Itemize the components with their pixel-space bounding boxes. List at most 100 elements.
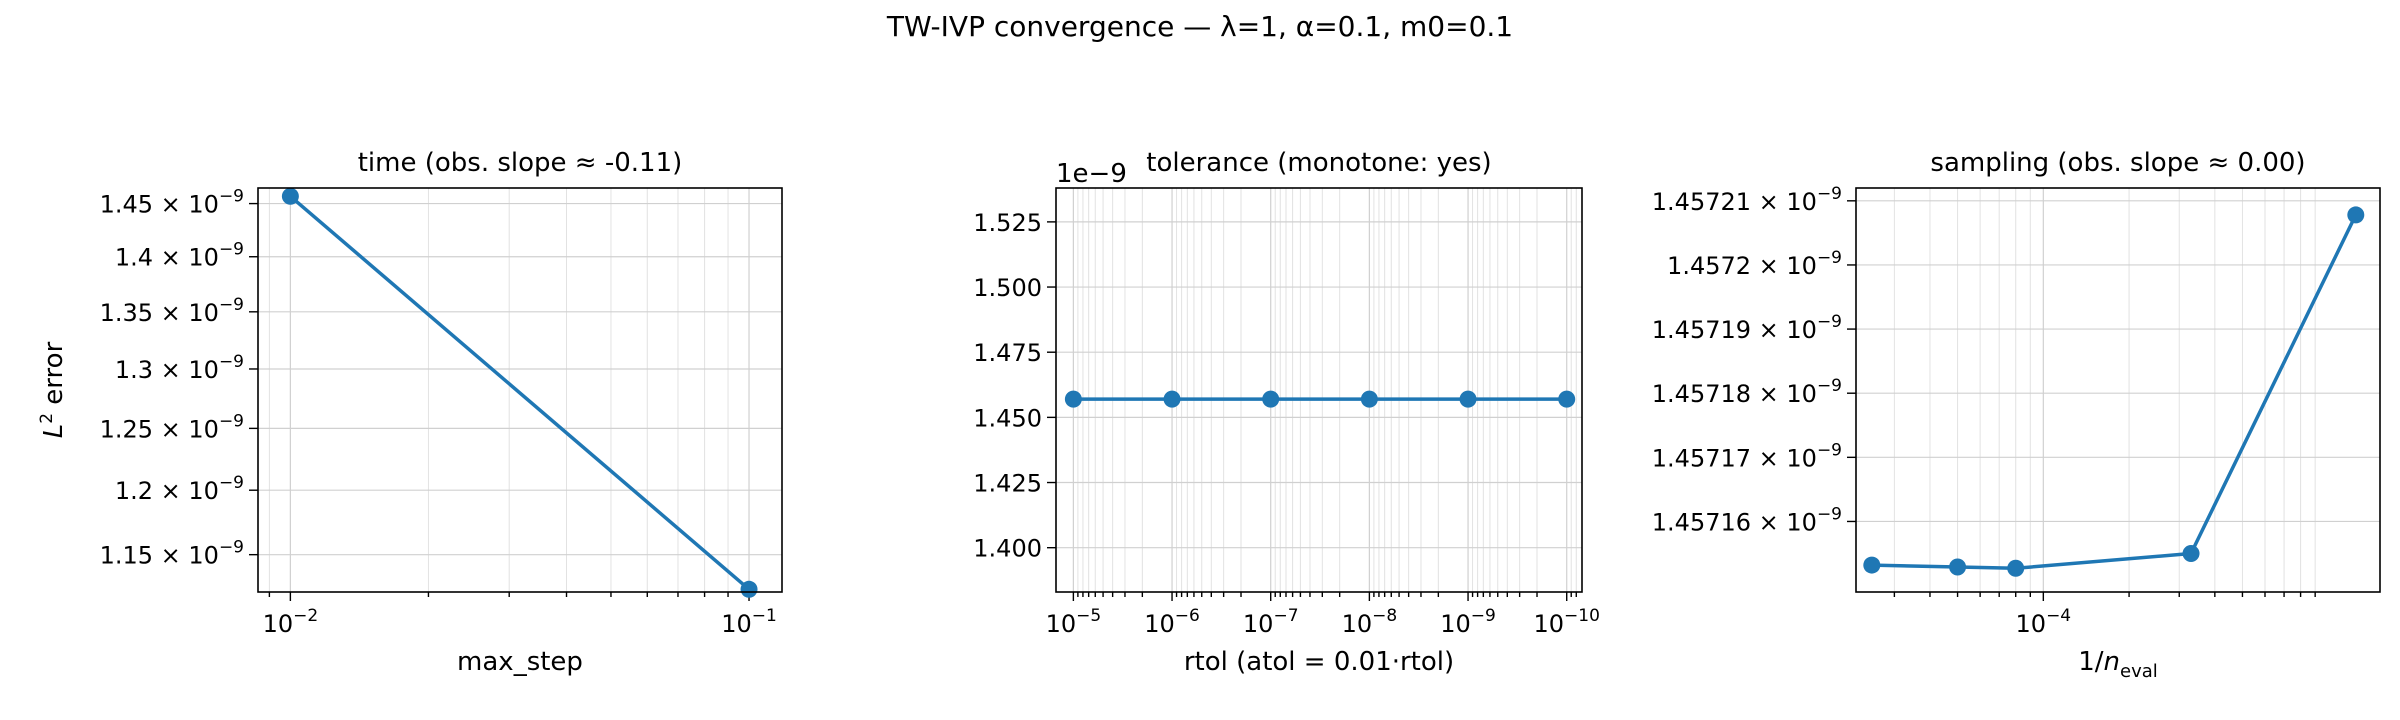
y-tick-label: 1.45721 × 10−9 bbox=[1652, 184, 1842, 216]
y-tick-label-mantissa: 1.45 bbox=[100, 191, 153, 219]
y-tick-label-mantissa: 1.45717 bbox=[1652, 444, 1751, 472]
y-tick-label-exp: −9 bbox=[1817, 248, 1842, 268]
x-tick-label-base: 10 bbox=[263, 610, 294, 638]
panel-tolerance-offset-text: 1e−9 bbox=[1056, 159, 1127, 189]
data-point bbox=[1459, 390, 1477, 408]
y-tick-label: 1.45717 × 10−9 bbox=[1652, 440, 1842, 472]
y-tick-label-times: × 10 bbox=[153, 477, 219, 505]
y-tick-label-mantissa: 1.3 bbox=[115, 356, 153, 384]
x-tick-label-exp: −4 bbox=[2046, 606, 2071, 626]
x-tick-label-exp: −2 bbox=[293, 606, 318, 626]
y-tick-label-mantissa: 1.35 bbox=[100, 299, 153, 327]
y-tick-label-times: × 10 bbox=[153, 542, 219, 570]
x-tick-label: 10−2 bbox=[263, 606, 319, 638]
x-tick-label-base: 10 bbox=[1342, 610, 1373, 638]
panel-time-ylabel: L2 error bbox=[37, 341, 69, 438]
y-tick-label-times: × 10 bbox=[153, 299, 219, 327]
y-tick-label: 1.4572 × 10−9 bbox=[1667, 248, 1842, 280]
y-tick-label: 1.45716 × 10−9 bbox=[1652, 504, 1842, 536]
y-tick-label: 1.400 bbox=[973, 535, 1042, 563]
x-tick-label-exp: −1 bbox=[752, 606, 777, 626]
y-tick-label-mantissa: 1.45718 bbox=[1652, 380, 1751, 408]
y-tick-label: 1.425 bbox=[973, 470, 1042, 498]
data-point bbox=[1262, 390, 1280, 408]
y-tick-label-mantissa: 1.15 bbox=[100, 542, 153, 570]
panel-sampling: sampling (obs. slope ≈ 0.00) 1/neval 10−… bbox=[1652, 148, 2381, 682]
y-tick-label-exp: −9 bbox=[219, 538, 244, 558]
y-tick-label-exp: −9 bbox=[219, 473, 244, 493]
data-point bbox=[1863, 556, 1881, 574]
y-tick-label-mantissa: 1.45721 bbox=[1652, 188, 1751, 216]
y-tick-label-times: × 10 bbox=[153, 191, 219, 219]
y-tick-label-exp: −9 bbox=[219, 352, 244, 372]
y-tick-label-exp: −9 bbox=[219, 411, 244, 431]
panel-time-frame bbox=[257, 187, 783, 593]
x-tick-label-exp: −7 bbox=[1273, 606, 1298, 626]
data-point bbox=[1064, 390, 1082, 408]
x-tick-label-exp: −9 bbox=[1471, 606, 1496, 626]
y-tick-label-times: × 10 bbox=[1751, 188, 1817, 216]
y-tick-label-exp: −9 bbox=[219, 187, 244, 207]
x-tick-label: 10−6 bbox=[1144, 606, 1200, 638]
y-tick-label-times: × 10 bbox=[1751, 380, 1817, 408]
x-tick-label-exp: −6 bbox=[1175, 606, 1200, 626]
y-tick-label: 1.3 × 10−9 bbox=[115, 352, 244, 384]
y-tick-label-times: × 10 bbox=[1751, 252, 1817, 280]
y-tick-label-times: × 10 bbox=[153, 356, 219, 384]
panel-sampling-frame bbox=[1855, 187, 2381, 593]
y-tick-label-times: × 10 bbox=[1751, 444, 1817, 472]
x-tick-label-base: 10 bbox=[1440, 610, 1471, 638]
panel-time-title: time (obs. slope ≈ -0.11) bbox=[358, 148, 683, 178]
panel-tolerance: tolerance (monotone: yes) rtol (atol = 0… bbox=[973, 148, 1600, 677]
y-tick-label: 1.35 × 10−9 bbox=[100, 295, 244, 327]
y-tick-label: 1.2 × 10−9 bbox=[115, 473, 244, 505]
y-tick-label-exp: −9 bbox=[1817, 376, 1842, 396]
y-tick-label: 1.4 × 10−9 bbox=[115, 240, 244, 272]
y-tick-label-mantissa: 1.45719 bbox=[1652, 316, 1751, 344]
data-point bbox=[1163, 390, 1181, 408]
y-tick-label-times: × 10 bbox=[153, 244, 219, 272]
y-tick-label-mantissa: 1.4572 bbox=[1667, 252, 1751, 280]
x-tick-label: 10−5 bbox=[1046, 606, 1102, 638]
x-tick-label: 10−4 bbox=[2016, 606, 2072, 638]
y-tick-label: 1.450 bbox=[973, 404, 1042, 432]
panel-sampling-title: sampling (obs. slope ≈ 0.00) bbox=[1930, 148, 2305, 178]
y-tick-label-exp: −9 bbox=[219, 295, 244, 315]
y-tick-label-mantissa: 1.2 bbox=[115, 477, 153, 505]
y-tick-label-exp: −9 bbox=[1817, 440, 1842, 460]
data-point bbox=[2347, 206, 2365, 224]
data-point bbox=[740, 580, 758, 598]
panel-time: time (obs. slope ≈ -0.11) max_step L2 er… bbox=[37, 148, 783, 677]
y-tick-label: 1.15 × 10−9 bbox=[100, 538, 244, 570]
data-point bbox=[281, 187, 299, 205]
y-tick-label-mantissa: 1.45716 bbox=[1652, 508, 1751, 536]
x-tick-label-base: 10 bbox=[1046, 610, 1077, 638]
panel-tolerance-title: tolerance (monotone: yes) bbox=[1146, 148, 1491, 178]
x-tick-label-base: 10 bbox=[1144, 610, 1175, 638]
x-tick-label-exp: −10 bbox=[1564, 606, 1600, 626]
y-tick-label-times: × 10 bbox=[1751, 508, 1817, 536]
x-tick-label-exp: −8 bbox=[1372, 606, 1397, 626]
x-tick-label-base: 10 bbox=[1533, 610, 1564, 638]
series-line bbox=[289, 194, 751, 591]
x-tick-label-exp: −5 bbox=[1076, 606, 1101, 626]
panel-time-xlabel: max_step bbox=[457, 647, 583, 677]
x-tick-label-base: 10 bbox=[2016, 610, 2047, 638]
data-point bbox=[1949, 558, 1967, 576]
data-point bbox=[1558, 390, 1576, 408]
data-point bbox=[2182, 545, 2200, 563]
y-tick-label: 1.45 × 10−9 bbox=[100, 187, 244, 219]
y-tick-label-exp: −9 bbox=[1817, 184, 1842, 204]
x-tick-label: 10−8 bbox=[1342, 606, 1398, 638]
panel-sampling-xlabel: 1/neval bbox=[2078, 647, 2158, 682]
y-tick-label: 1.500 bbox=[973, 274, 1042, 302]
y-tick-label-exp: −9 bbox=[1817, 504, 1842, 524]
panel-tolerance-xlabel: rtol (atol = 0.01·rtol) bbox=[1184, 647, 1454, 677]
y-tick-label: 1.25 × 10−9 bbox=[100, 411, 244, 443]
figure-suptitle: TW-IVP convergence — λ=1, α=0.1, m0=0.1 bbox=[886, 10, 1513, 43]
y-tick-label: 1.475 bbox=[973, 339, 1042, 367]
y-tick-label: 1.525 bbox=[973, 209, 1042, 237]
y-tick-label-times: × 10 bbox=[1751, 316, 1817, 344]
